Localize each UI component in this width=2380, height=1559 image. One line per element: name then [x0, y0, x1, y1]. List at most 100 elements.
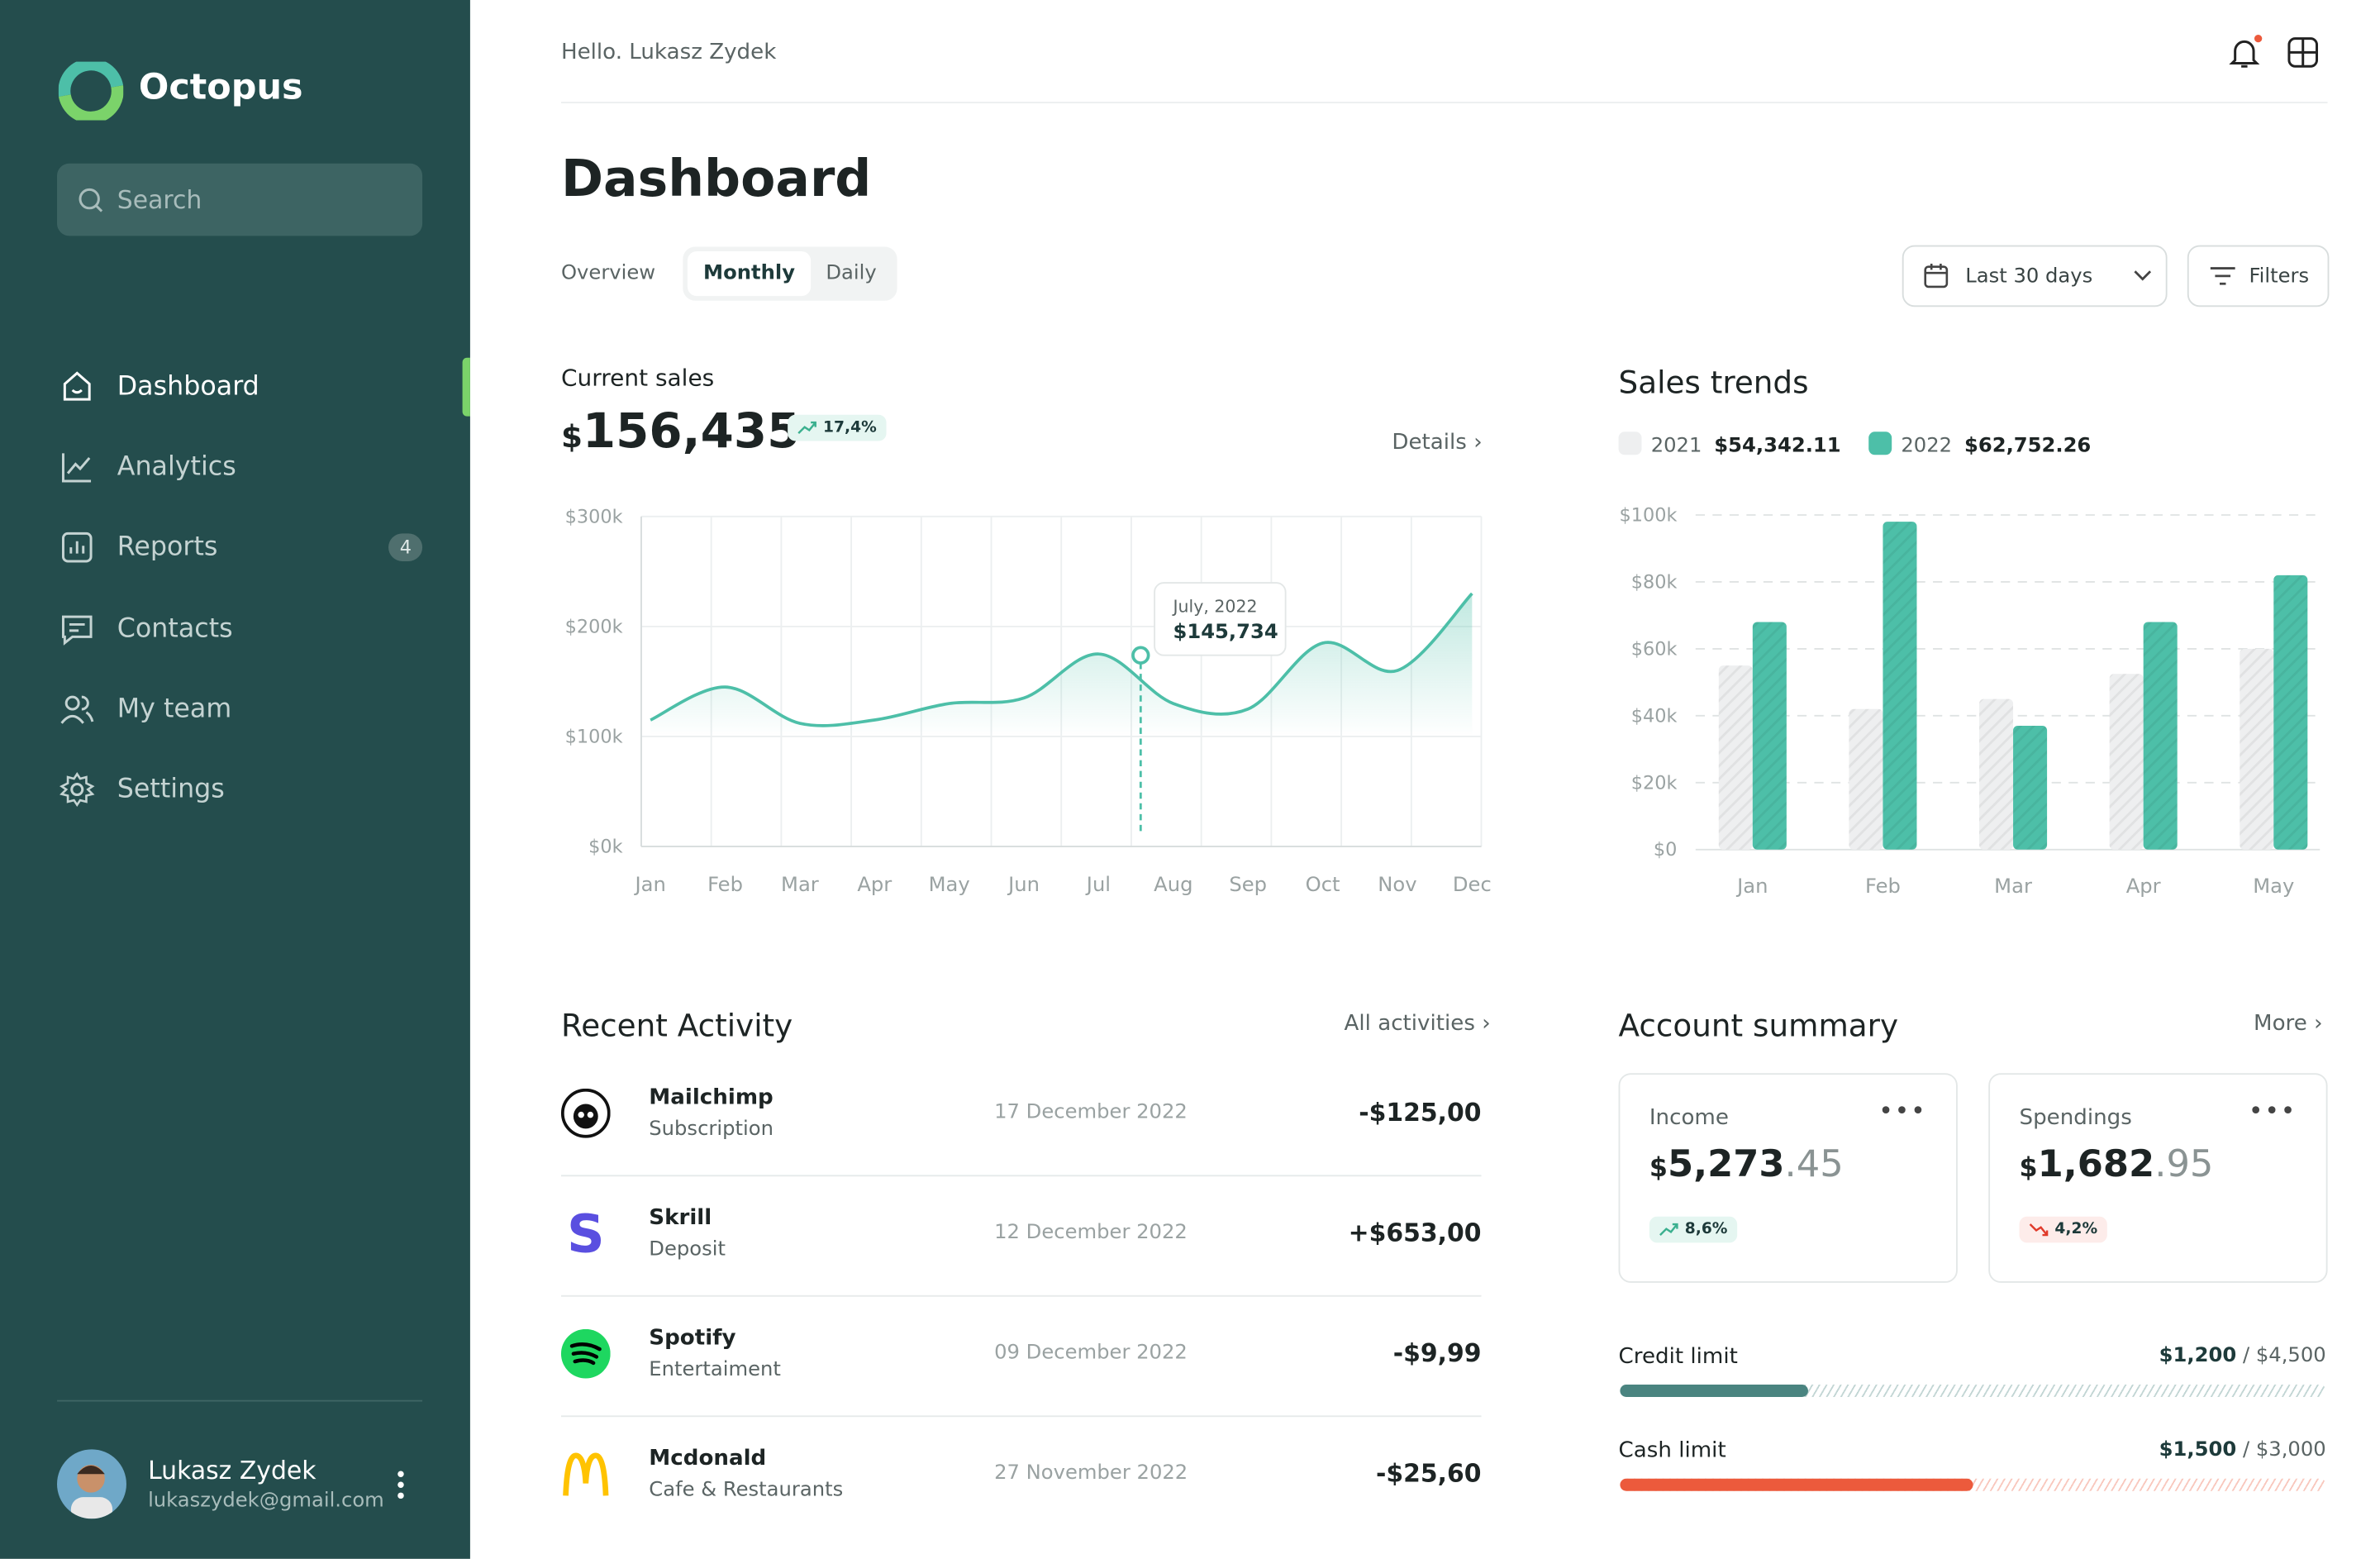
activity-type: Subscription: [649, 1118, 774, 1142]
x-tick-label: Dec: [1453, 872, 1492, 896]
area: [650, 594, 1473, 737]
y-tick-label: $40k: [1631, 705, 1678, 727]
sidebar: Octopus Search Lukasz Zydek lukaszydek@g…: [0, 0, 470, 1559]
separator: /: [2236, 1438, 2256, 1462]
activity-type: Deposit: [649, 1237, 726, 1261]
company-logo: [560, 1088, 611, 1138]
decimals: .95: [2154, 1142, 2214, 1186]
limit-total: $3,000: [2255, 1438, 2326, 1462]
card-menu[interactable]: •••: [2248, 1096, 2297, 1126]
activity-row: Mailchimp Subscription 17 December 2022 -$1…: [560, 1080, 1482, 1177]
nav-icon: [60, 695, 94, 724]
change: 4,2%: [2054, 1221, 2098, 1238]
section-label: Current sales: [560, 364, 715, 392]
nav-label: Settings: [117, 774, 225, 805]
y-tick-label: $20k: [1631, 772, 1678, 794]
search-icon: [79, 188, 103, 212]
x-tick-label: Feb: [707, 872, 743, 896]
tab[interactable]: Overview: [560, 262, 656, 286]
card-label: Spendings: [2019, 1105, 2132, 1131]
x-tick-label: Jan: [633, 872, 665, 896]
sales-bar-chart: $0 $20k $40k $60k $80k $100k 2021 $54,342.11 202…: [1618, 431, 2320, 898]
limit-used: $1,500: [2159, 1438, 2237, 1462]
nav-item[interactable]: Analytics: [59, 440, 422, 495]
y-tick-label: $0k: [588, 836, 622, 857]
nav-item[interactable]: Settings: [59, 761, 422, 817]
nav-label: My team: [117, 693, 232, 725]
more-link[interactable]: More ›: [2254, 1011, 2323, 1037]
nav-item[interactable]: Contacts: [59, 601, 422, 656]
current-sales-amount: $ 156,435: [561, 404, 800, 460]
activity-name: Mcdonald: [649, 1446, 767, 1471]
activity-date: 27 November 2022: [994, 1461, 1188, 1485]
avatar[interactable]: [57, 1449, 126, 1519]
nav-badge: 4: [388, 534, 423, 562]
bar: [1849, 708, 1883, 850]
limit-label: Credit limit: [1618, 1344, 1738, 1370]
amount: 156,435: [582, 403, 801, 460]
card-label: Income: [1649, 1105, 1729, 1131]
x-tick-label: Apr: [857, 872, 892, 896]
search-box[interactable]: Search: [57, 163, 423, 236]
tooltip-value: $145,734: [1173, 619, 1278, 643]
change: 8,6%: [1684, 1221, 1728, 1238]
card-amount: $5,273.45: [1649, 1142, 1844, 1185]
nav-icon: [61, 614, 93, 646]
bar: [2273, 574, 2308, 850]
currency: $: [1649, 1153, 1668, 1185]
user-menu[interactable]: [393, 1468, 409, 1502]
user-email: lukaszydek@gmail.com: [148, 1489, 384, 1513]
nav-icon: [60, 772, 95, 808]
nav-item[interactable]: My team: [59, 681, 422, 737]
line: [650, 592, 1473, 727]
y-tick-label: $200k: [565, 616, 623, 637]
change-chip: 17,4%: [788, 414, 886, 441]
activity-row: Mcdonald Cafe & Restaurants 27 November 20…: [561, 1440, 1482, 1536]
change: 17,4%: [823, 419, 877, 436]
tab[interactable]: Monthly: [688, 251, 811, 297]
logo: [58, 61, 124, 121]
date-range-button[interactable]: Last 30 days: [1902, 245, 2168, 308]
section-title: Account summary: [1618, 1007, 1899, 1044]
nav-item[interactable]: Dashboard: [59, 360, 422, 415]
y-tick-label: $80k: [1631, 571, 1678, 593]
legend-total: $54,342.11: [1714, 433, 1840, 457]
x-tick-label: Apr: [2126, 874, 2161, 898]
limit-label: Cash limit: [1618, 1438, 1726, 1464]
activity-amount: -$25,60: [1375, 1458, 1482, 1488]
sales-line-chart: $0k $100k $200k $300k Jan Feb Mar Apr May Jun Jul A…: [565, 506, 1492, 896]
y-tick-label: $0: [1654, 839, 1677, 861]
legend-total: $62,752.26: [1964, 433, 2091, 457]
y-tick-label: $60k: [1631, 638, 1678, 660]
tooltip-date: July, 2022: [1171, 597, 1257, 617]
currency: $: [560, 417, 583, 455]
x-tick-label: Nov: [1378, 872, 1416, 896]
apps-icon[interactable]: [2286, 36, 2320, 69]
date-range: Last 30 days: [1965, 264, 2093, 288]
page-title: Dashboard: [560, 148, 872, 208]
activity-amount: -$9,99: [1392, 1338, 1482, 1368]
x-tick-label: Sep: [1229, 872, 1267, 896]
card-amount: $1,682.95: [2020, 1142, 2214, 1185]
amount: 1,682: [2037, 1142, 2155, 1186]
filters-button[interactable]: Filters: [2187, 245, 2330, 308]
link: All activities: [1344, 1011, 1475, 1037]
notification-icon[interactable]: [2225, 34, 2263, 71]
nav-icon: [61, 532, 93, 564]
x-tick-label: Oct: [1306, 872, 1340, 896]
nav-item[interactable]: Reports 4: [59, 520, 423, 575]
tooltip: [1154, 582, 1287, 656]
all-activities-link[interactable]: All activities ›: [1344, 1011, 1491, 1037]
details-link[interactable]: Details ›: [1392, 430, 1483, 455]
nav-label: Contacts: [117, 613, 233, 644]
card-menu[interactable]: •••: [1878, 1096, 1927, 1126]
bar: [2013, 726, 2048, 850]
tab[interactable]: Daily: [826, 262, 877, 286]
y-tick-label: $300k: [565, 506, 623, 527]
summary-card: Income ••• $5,273.45 8,6%: [1618, 1073, 1958, 1283]
nav-icon: [61, 453, 92, 483]
x-tick-label: Feb: [1865, 874, 1901, 898]
amount: 5,273: [1667, 1142, 1785, 1186]
limit-bar: [1620, 1478, 1973, 1491]
bar: [1883, 522, 1917, 850]
